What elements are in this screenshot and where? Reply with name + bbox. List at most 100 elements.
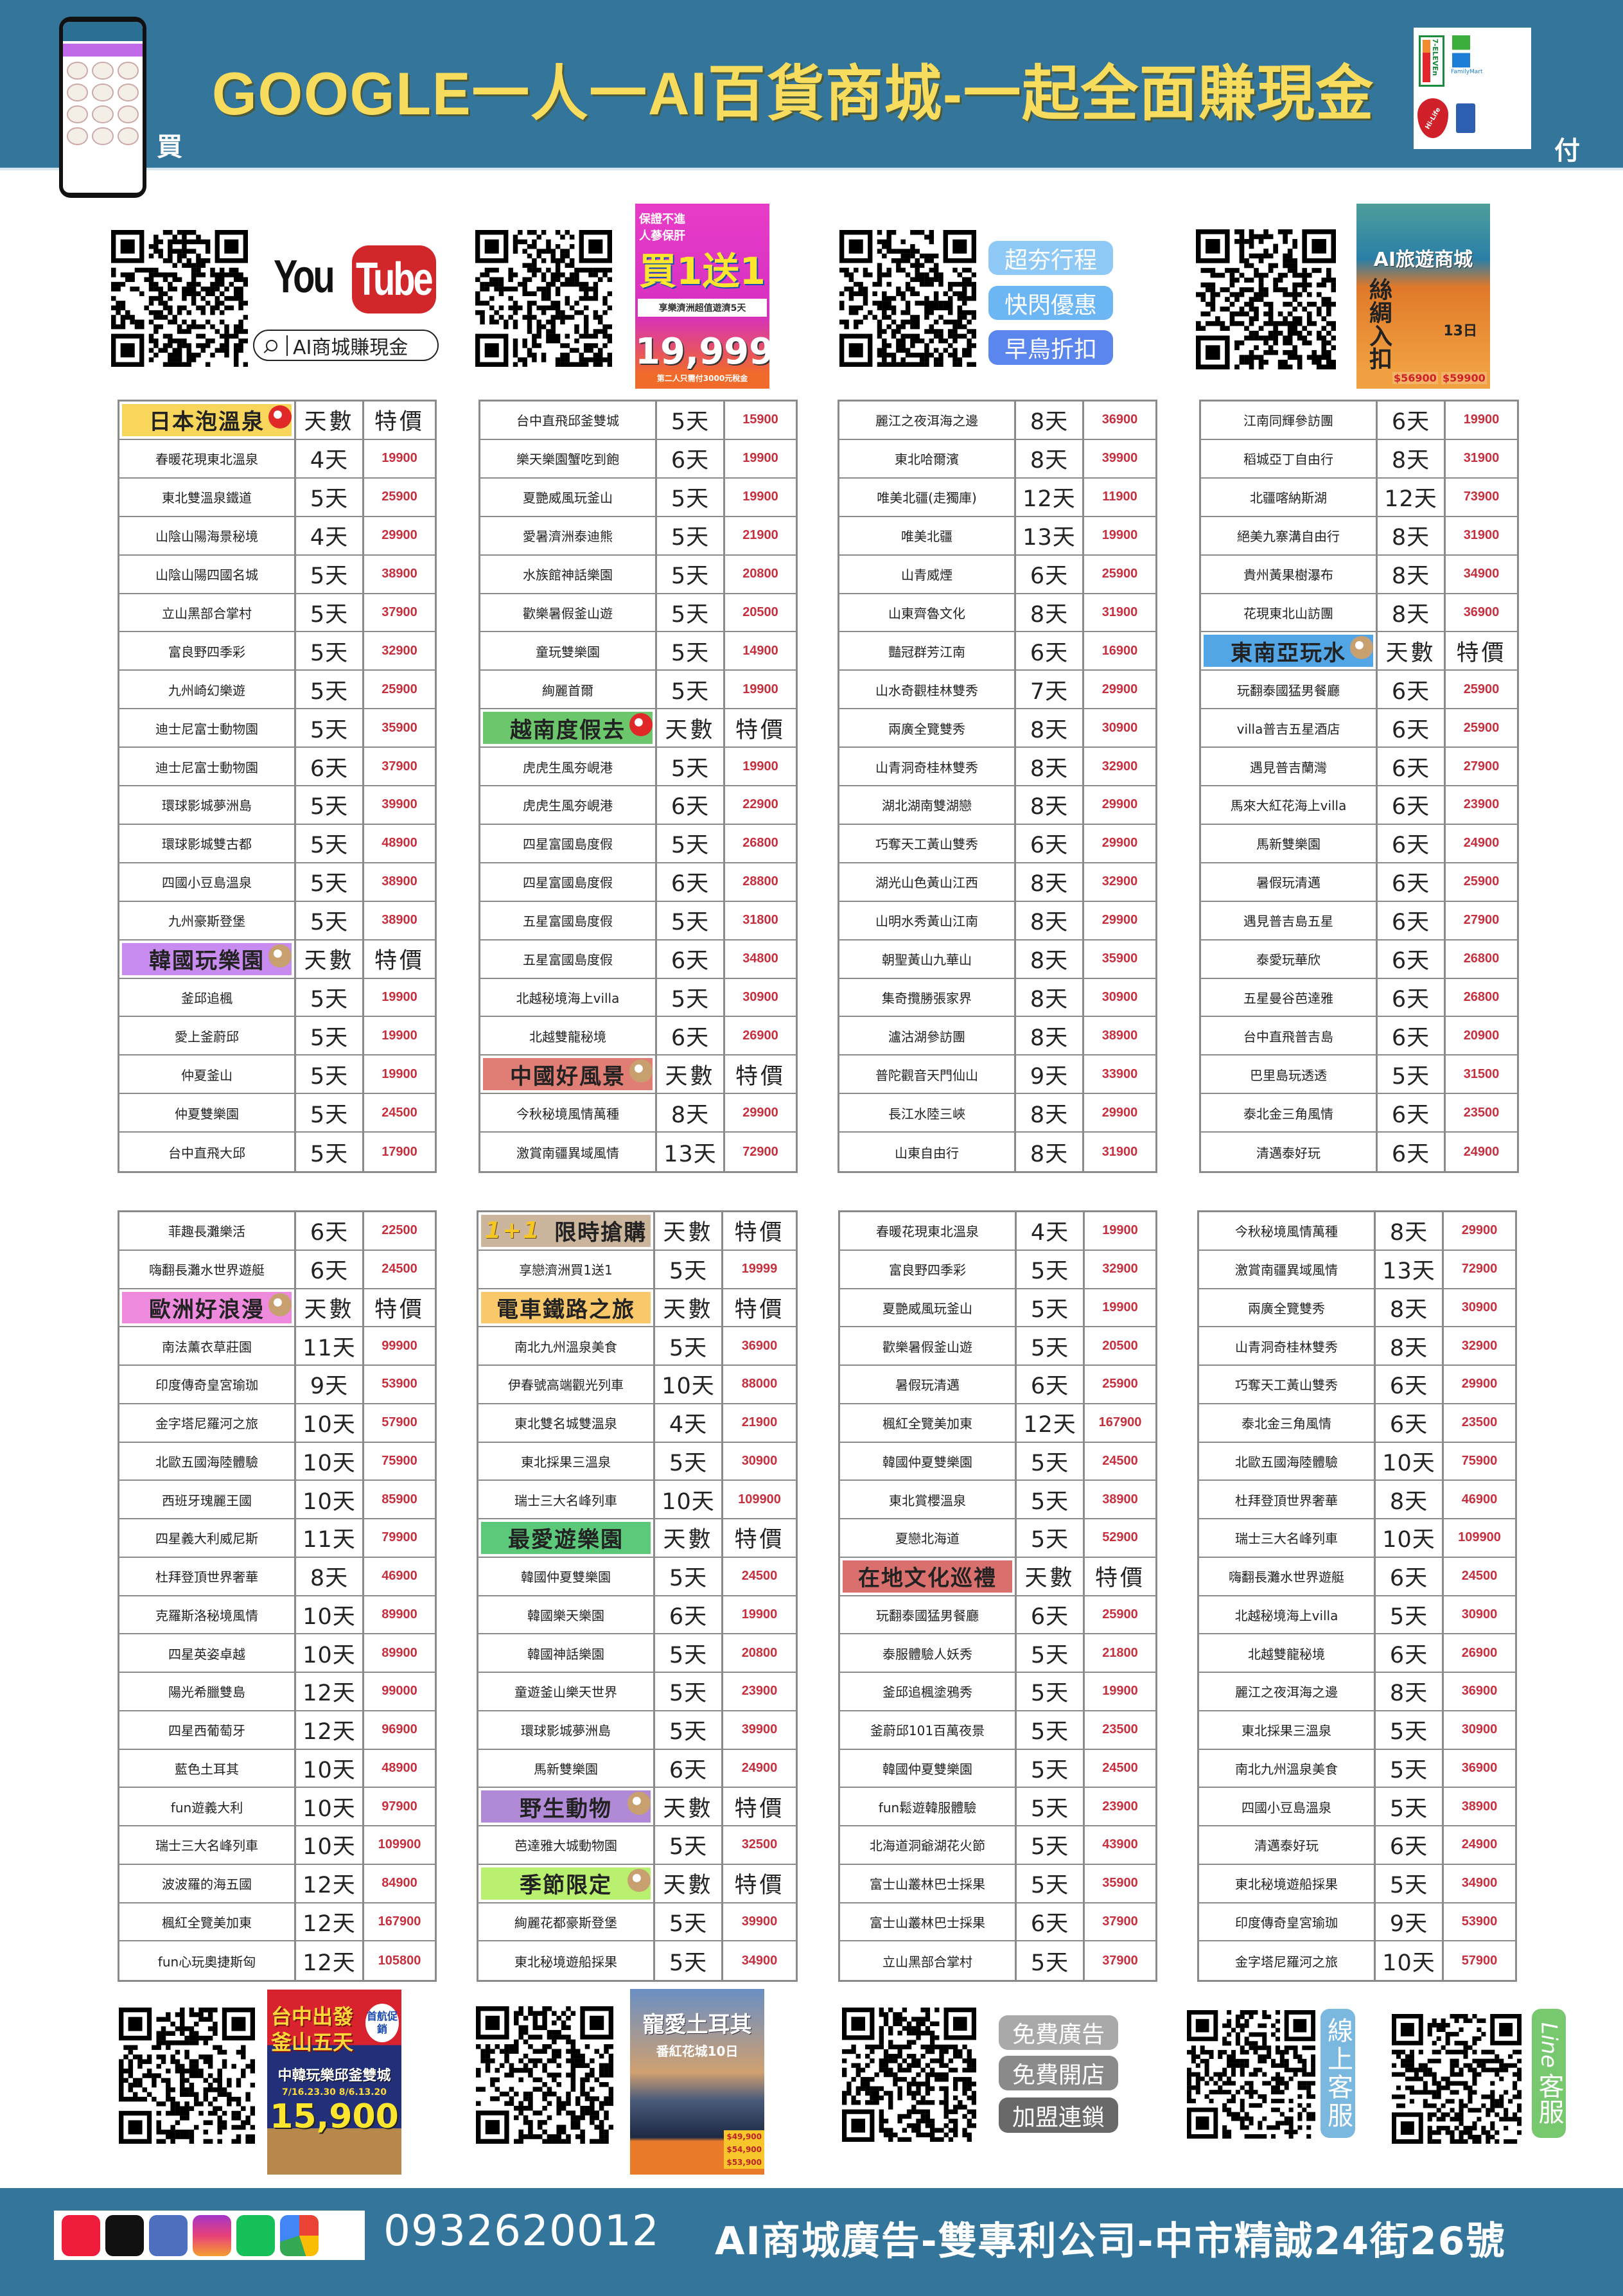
- table-row[interactable]: 五星富國島度假 6天 34800: [480, 940, 796, 979]
- table-row[interactable]: 山明水秀黃山江南 8天 29900: [839, 901, 1155, 940]
- table-row[interactable]: 富良野四季彩 5天 32900: [840, 1250, 1155, 1289]
- table-row[interactable]: 五星曼谷芭達雅 6天 26800: [1201, 978, 1517, 1018]
- table-row[interactable]: 台中直飛普吉島 6天 20900: [1201, 1017, 1517, 1056]
- table-row[interactable]: 東北賞櫻溫泉 5天 38900: [840, 1481, 1155, 1519]
- table-row[interactable]: 暑假玩清邁 6天 25900: [840, 1366, 1155, 1404]
- table-row[interactable]: 夏艷威風玩釜山 5天 19900: [840, 1289, 1155, 1328]
- table-row[interactable]: 花現東北山訪團 8天 36900: [1201, 594, 1517, 633]
- table-row[interactable]: 巴里島玩透透 5天 31500: [1201, 1055, 1517, 1095]
- table-row[interactable]: 夏艷威風玩釜山 5天 19900: [480, 478, 796, 517]
- table-row[interactable]: 釜邱追楓 5天 19900: [119, 978, 435, 1018]
- table-row[interactable]: 釜蔚邱101百萬夜景 5天 23500: [840, 1711, 1155, 1750]
- table-row[interactable]: 兩廣全覽雙秀 8天 30900: [839, 709, 1155, 748]
- table-row[interactable]: 北疆喀納斯湖 12天 73900: [1201, 478, 1517, 517]
- table-row[interactable]: 嗨翻長灘水世界遊艇 6天 24500: [1199, 1557, 1515, 1596]
- flash-deal-button[interactable]: 快閃優惠: [988, 286, 1113, 320]
- table-row[interactable]: 湖北湖南雙湖戀 8天 29900: [839, 786, 1155, 825]
- instagram-icon[interactable]: [193, 2214, 231, 2256]
- table-row[interactable]: 四星西葡萄牙 12天 96900: [119, 1711, 435, 1750]
- qr-code[interactable]: [475, 230, 612, 367]
- ad-jeju-buy1get1[interactable]: 保證不進人蔘保肝 買1送1 享樂濟洲超值遊濟5天 19,999 第二人只需付30…: [635, 204, 769, 389]
- table-row[interactable]: 唯美北疆 13天 19900: [839, 517, 1155, 556]
- table-row[interactable]: 歡樂暑假釜山遊 5天 20500: [840, 1327, 1155, 1366]
- table-row[interactable]: 瀘沽湖參訪團 8天 38900: [839, 1017, 1155, 1056]
- table-row[interactable]: 印度傳奇皇宮瑜珈 9天 53900: [1199, 1903, 1515, 1942]
- table-row[interactable]: 江南同輝參訪團 6天 19900: [1201, 402, 1517, 440]
- table-row[interactable]: 玩翻泰國猛男餐廳 6天 25900: [1201, 671, 1517, 710]
- table-row[interactable]: 仲夏釜山 5天 19900: [119, 1055, 435, 1095]
- table-row[interactable]: 玩翻泰國猛男餐廳 6天 25900: [840, 1596, 1155, 1635]
- table-row[interactable]: 南北九州溫泉美食 5天 36900: [478, 1327, 796, 1366]
- table-row[interactable]: 楓紅全覽美加東 12天 167900: [840, 1404, 1155, 1443]
- table-row[interactable]: 北歐五國海陸體驗 10天 75900: [1199, 1442, 1515, 1481]
- table-row[interactable]: 東北哈爾濱 8天 39900: [839, 439, 1155, 479]
- table-row[interactable]: 克羅斯洛秘境風情 10天 89900: [119, 1596, 435, 1635]
- table-row[interactable]: 水族館神話樂園 5天 20800: [480, 555, 796, 594]
- table-row[interactable]: 北越雙龍秘境 6天 26900: [480, 1017, 796, 1056]
- free-ads-button[interactable]: 免費廣告: [999, 2015, 1118, 2050]
- table-row[interactable]: 山青洞奇桂林雙秀 8天 32900: [839, 748, 1155, 786]
- table-row[interactable]: 杜拜登頂世界奢華 8天 46900: [1199, 1481, 1515, 1519]
- qr-code[interactable]: [842, 2008, 976, 2142]
- table-row[interactable]: 四星富國島度假 5天 26800: [480, 824, 796, 863]
- table-row[interactable]: 台中直飛邱釜雙城 5天 15900: [480, 402, 796, 440]
- table-row[interactable]: 四國小豆島溫泉 5天 38900: [1199, 1788, 1515, 1826]
- table-row[interactable]: 北海道洞爺湖花火節 5天 43900: [840, 1826, 1155, 1865]
- table-row[interactable]: 愛暑濟洲泰迪熊 5天 21900: [480, 517, 796, 556]
- qr-code[interactable]: [1392, 2014, 1522, 2144]
- table-row[interactable]: 芭達雅大城動物園 5天 32500: [478, 1826, 796, 1865]
- table-row[interactable]: 貴州黃果樹瀑布 8天 34900: [1201, 555, 1517, 594]
- table-row[interactable]: 環球影城夢洲島 5天 39900: [478, 1711, 796, 1750]
- hot-itinerary-button[interactable]: 超夯行程: [988, 241, 1113, 275]
- table-row[interactable]: 富士山叢林巴士採果 6天 37900: [840, 1903, 1155, 1942]
- table-row[interactable]: 五星富國島度假 5天 31800: [480, 901, 796, 940]
- table-row[interactable]: 瑞士三大名峰列車 10天 109900: [119, 1826, 435, 1865]
- table-row[interactable]: 馬來大紅花海上villa 6天 23900: [1201, 786, 1517, 825]
- table-row[interactable]: 唯美北疆(走獨庫) 12天 11900: [839, 478, 1155, 517]
- table-row[interactable]: 南法薰衣草莊園 11天 99900: [119, 1327, 435, 1366]
- youtube-logo[interactable]: You Tube: [274, 245, 436, 313]
- table-row[interactable]: 富士山叢林巴士採果 5天 35900: [840, 1864, 1155, 1903]
- table-row[interactable]: fun鬆遊韓服體驗 5天 23900: [840, 1788, 1155, 1826]
- table-row[interactable]: 夏戀北海道 5天 52900: [840, 1519, 1155, 1558]
- table-row[interactable]: 長江水陸三峽 8天 29900: [839, 1094, 1155, 1133]
- table-row[interactable]: 四國小豆島溫泉 5天 38900: [119, 863, 435, 902]
- table-row[interactable]: 山陰山陽海景秘境 4天 29900: [119, 517, 435, 556]
- table-row[interactable]: fun心玩奧捷斯匈 12天 105800: [119, 1941, 435, 1980]
- qr-code[interactable]: [1187, 2010, 1315, 2139]
- table-row[interactable]: 南北九州溫泉美食 5天 36900: [1199, 1749, 1515, 1788]
- line-service-button[interactable]: Line 客服: [1532, 2009, 1566, 2138]
- table-row[interactable]: 九州豪斯登堡 5天 38900: [119, 901, 435, 940]
- table-row[interactable]: 立山黑部合掌村 5天 37900: [840, 1941, 1155, 1980]
- facebook-icon[interactable]: [149, 2214, 188, 2256]
- table-row[interactable]: 兩廣全覽雙秀 8天 30900: [1199, 1289, 1515, 1328]
- table-row[interactable]: 泰服體驗人妖秀 5天 21800: [840, 1634, 1155, 1673]
- table-row[interactable]: 豔冠群芳江南 6天 16900: [839, 632, 1155, 671]
- table-row[interactable]: 今秋秘境風情萬種 8天 29900: [1199, 1212, 1515, 1251]
- table-row[interactable]: 韓國仲夏雙樂園 5天 24500: [840, 1442, 1155, 1481]
- table-row[interactable]: 伊春號高端觀光列車 10天 88000: [478, 1366, 796, 1404]
- ad-silk-road[interactable]: AI旅遊商城 絲綢入扣 13日 $56900 $59900: [1356, 204, 1490, 389]
- qr-code[interactable]: [839, 230, 976, 367]
- table-row[interactable]: 遇見普吉蘭灣 6天 27900: [1201, 748, 1517, 786]
- table-row[interactable]: 山陰山陽四國名城 5天 38900: [119, 555, 435, 594]
- qr-code[interactable]: [1196, 229, 1336, 369]
- table-row[interactable]: 普陀觀音天門仙山 9天 33900: [839, 1055, 1155, 1095]
- table-row[interactable]: 韓國神話樂園 5天 20800: [478, 1634, 796, 1673]
- table-row[interactable]: 九州崎幻樂遊 5天 25900: [119, 671, 435, 710]
- table-row[interactable]: 集奇攬勝張家界 8天 30900: [839, 978, 1155, 1018]
- table-row[interactable]: 韓國樂天樂園 6天 19900: [478, 1596, 796, 1635]
- table-row[interactable]: 杜拜登頂世界奢華 8天 46900: [119, 1557, 435, 1596]
- table-row[interactable]: 東北秘境遊船採果 5天 34900: [478, 1941, 796, 1980]
- table-row[interactable]: 東北採果三溫泉 5天 30900: [478, 1442, 796, 1481]
- table-row[interactable]: 山東齊魯文化 8天 31900: [839, 594, 1155, 633]
- table-row[interactable]: 湖光山色黃山江西 8天 32900: [839, 863, 1155, 902]
- table-row[interactable]: 東北雙溫泉鐵道 5天 25900: [119, 478, 435, 517]
- table-row[interactable]: 虎虎生風夯峴港 6天 22900: [480, 786, 796, 825]
- table-row[interactable]: 富良野四季彩 5天 32900: [119, 632, 435, 671]
- table-row[interactable]: 迪士尼富士動物園 6天 37900: [119, 748, 435, 786]
- table-row[interactable]: 清邁泰好玩 6天 24900: [1199, 1826, 1515, 1865]
- table-row[interactable]: 藍色土耳其 10天 48900: [119, 1749, 435, 1788]
- table-row[interactable]: 韓國仲夏雙樂園 5天 24500: [840, 1749, 1155, 1788]
- table-row[interactable]: 楓紅全覽美加東 12天 167900: [119, 1903, 435, 1942]
